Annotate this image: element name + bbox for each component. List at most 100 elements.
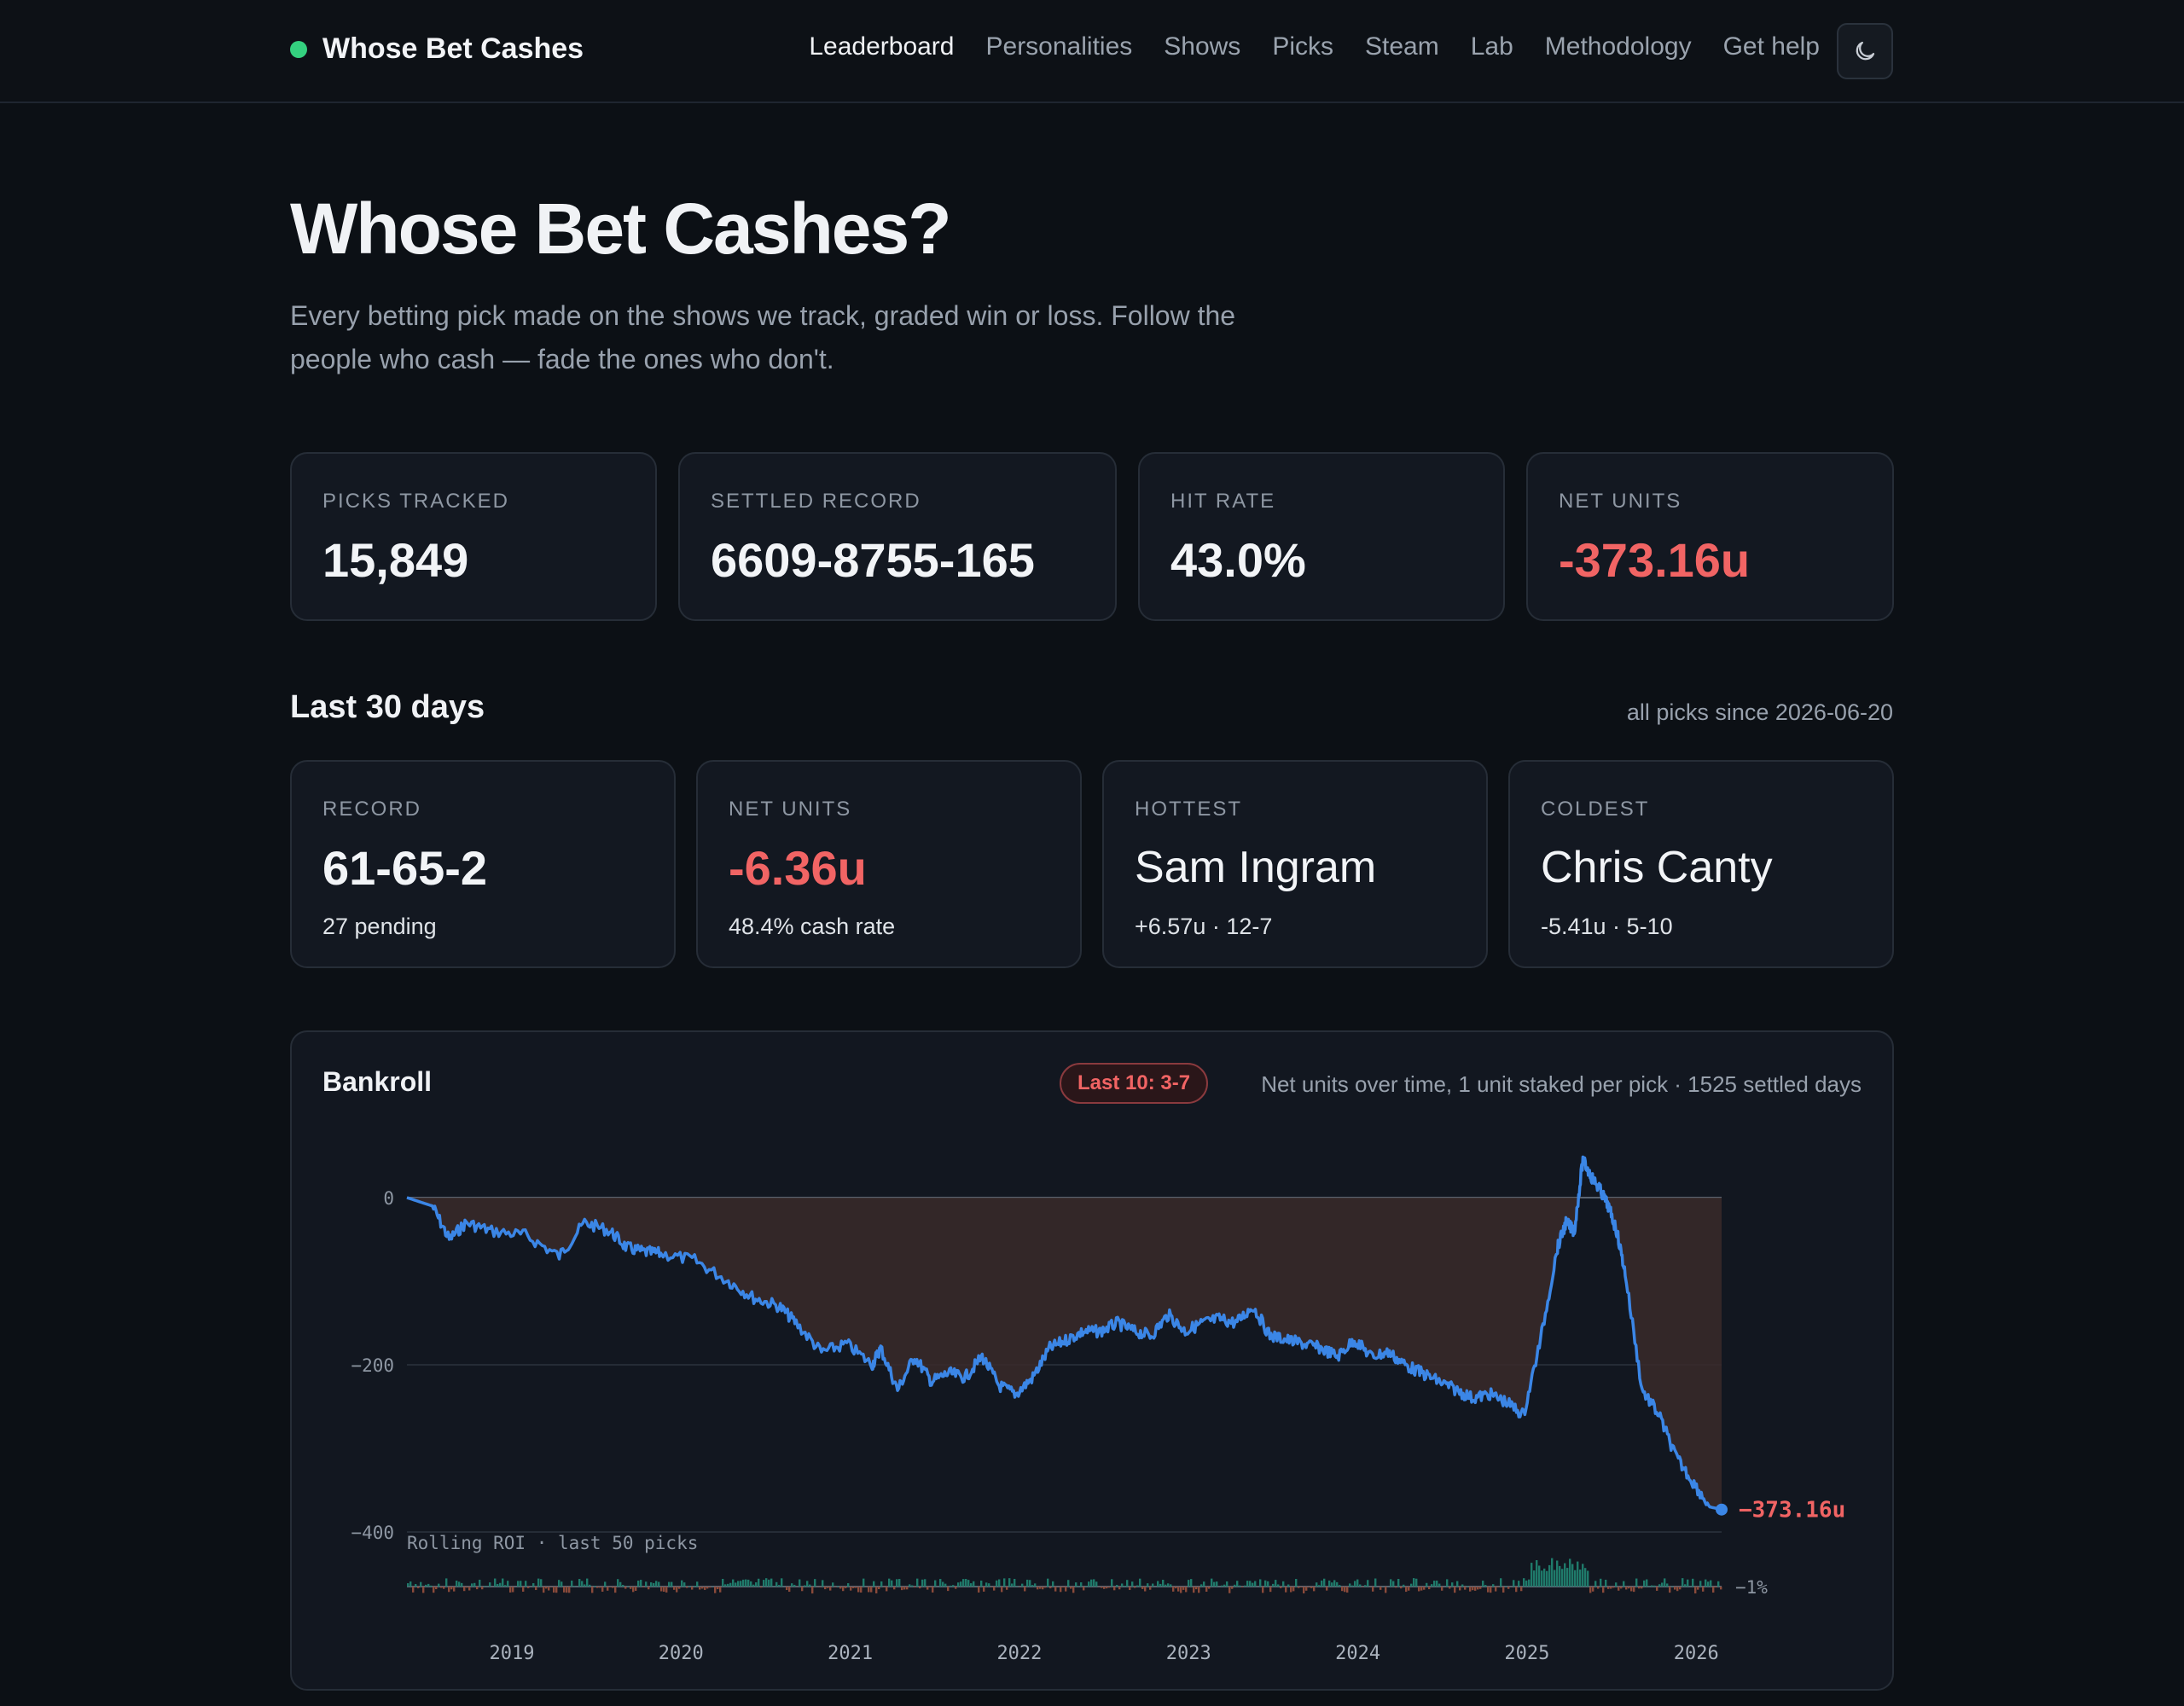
roi-bar xyxy=(563,1587,566,1593)
roi-bar xyxy=(985,1582,988,1587)
stat-value: -373.16u xyxy=(1559,533,1751,587)
roi-bar xyxy=(1331,1582,1333,1587)
roi-bar xyxy=(420,1581,422,1587)
recent-value[interactable]: Sam Ingram xyxy=(1135,843,1377,892)
roi-bar xyxy=(1054,1587,1057,1592)
roi-bar xyxy=(1707,1581,1710,1587)
roi-bar xyxy=(607,1587,609,1591)
roi-bar xyxy=(481,1587,484,1590)
nav-methodology[interactable]: Methodology xyxy=(1544,32,1692,61)
roi-bar xyxy=(1016,1586,1019,1587)
roi-bar xyxy=(837,1586,839,1587)
roi-bar xyxy=(1162,1580,1165,1587)
roi-bar xyxy=(637,1581,640,1587)
roi-bar xyxy=(1124,1586,1126,1587)
roi-bar xyxy=(1113,1587,1116,1591)
roi-bar xyxy=(581,1581,584,1587)
roi-bar xyxy=(1490,1587,1492,1593)
roi-bar xyxy=(537,1578,540,1587)
roi-bar xyxy=(1525,1580,1528,1587)
roi-bar xyxy=(793,1584,796,1587)
roi-bar xyxy=(1380,1587,1382,1590)
theme-toggle-button[interactable] xyxy=(1837,23,1893,79)
roi-bar xyxy=(1029,1580,1031,1587)
roi-bar xyxy=(1339,1585,1341,1587)
roi-bar xyxy=(586,1578,589,1587)
roi-bar xyxy=(735,1582,737,1587)
roi-bar xyxy=(440,1587,443,1588)
roi-bar xyxy=(448,1587,450,1593)
roi-bar xyxy=(1374,1578,1377,1587)
stat-value: 43.0% xyxy=(1170,533,1306,587)
roi-bar xyxy=(747,1579,750,1587)
roi-bar xyxy=(673,1587,676,1590)
roi-bar xyxy=(868,1587,870,1593)
roi-bar xyxy=(601,1587,604,1592)
recent-card-coldest[interactable]: Coldest Chris Canty -5.41u · 5-10 xyxy=(1508,760,1894,968)
roi-bar xyxy=(520,1581,522,1587)
roi-bar xyxy=(445,1578,448,1587)
roi-bar xyxy=(1620,1587,1623,1589)
roi-bar xyxy=(665,1587,668,1593)
roi-bar xyxy=(1333,1580,1336,1587)
nav-leaderboard[interactable]: Leaderboard xyxy=(809,32,955,61)
bankroll-line xyxy=(406,1155,1722,1512)
roi-bar xyxy=(919,1587,921,1589)
roi-bar xyxy=(1548,1564,1551,1587)
recent-card-hottest[interactable]: Hottest Sam Ingram +6.57u · 12-7 xyxy=(1102,760,1488,968)
roi-bar xyxy=(824,1587,827,1590)
roi-bar xyxy=(967,1580,970,1587)
roi-bar xyxy=(1090,1579,1093,1587)
roi-bar xyxy=(410,1581,412,1587)
nav-personalities[interactable]: Personalities xyxy=(985,32,1133,61)
roi-bar xyxy=(804,1585,806,1587)
roi-bar xyxy=(479,1579,481,1587)
roi-bar xyxy=(1252,1582,1254,1587)
roi-bar xyxy=(1190,1579,1193,1587)
roi-bar xyxy=(1390,1579,1392,1587)
roi-bar xyxy=(1280,1587,1282,1588)
roi-bar xyxy=(1101,1587,1103,1588)
nav-lab[interactable]: Lab xyxy=(1470,32,1513,61)
roi-bar xyxy=(1699,1581,1702,1587)
roi-bar xyxy=(1364,1585,1367,1587)
nav-picks[interactable]: Picks xyxy=(1272,32,1333,61)
roi-bar xyxy=(1438,1583,1441,1587)
roi-bar xyxy=(553,1587,555,1593)
nav-steam[interactable]: Steam xyxy=(1365,32,1439,61)
roi-bar xyxy=(1705,1579,1707,1587)
roi-bar xyxy=(1177,1587,1180,1592)
roi-bar xyxy=(1287,1584,1290,1587)
roi-bar xyxy=(1249,1581,1252,1587)
roi-bar xyxy=(1254,1581,1257,1587)
roi-bar xyxy=(686,1587,688,1588)
roi-bar xyxy=(1346,1587,1349,1593)
roi-bar xyxy=(1103,1587,1106,1589)
bankroll-chart[interactable]: 0 −200 −400 −373.16u Rolling ROI · last 50 p… xyxy=(292,1032,1896,1692)
roi-bar xyxy=(678,1587,681,1589)
roi-bar xyxy=(714,1587,717,1593)
recent-sub: 27 pending xyxy=(322,914,437,939)
section-title-last-30-days: Last 30 days xyxy=(290,689,485,725)
nav-shows[interactable]: Shows xyxy=(1164,32,1241,61)
nav-get-help[interactable]: Get help xyxy=(1722,32,1820,61)
roi-bar xyxy=(1259,1579,1262,1587)
roi-bar xyxy=(752,1584,755,1587)
roi-bar xyxy=(1428,1587,1431,1590)
roi-bar xyxy=(786,1587,788,1591)
roi-bar xyxy=(1275,1580,1277,1587)
roi-bar xyxy=(860,1587,863,1593)
recent-sub: +6.57u · 12-7 xyxy=(1135,914,1273,939)
roi-bar xyxy=(1072,1587,1075,1593)
roi-bar xyxy=(729,1582,732,1587)
brand-logo[interactable]: Whose Bet Cashes xyxy=(290,32,584,66)
stat-card-picks-tracked: Picks tracked 15,849 xyxy=(290,452,657,621)
recent-value[interactable]: Chris Canty xyxy=(1541,843,1773,892)
roi-bar xyxy=(1546,1570,1548,1587)
roi-bar xyxy=(1264,1580,1267,1587)
roi-bar xyxy=(627,1586,630,1587)
roi-end-label: −1% xyxy=(1735,1577,1768,1598)
recent-value: -6.36u xyxy=(729,841,867,895)
roi-bar xyxy=(1664,1578,1666,1587)
roi-bar xyxy=(696,1581,699,1587)
